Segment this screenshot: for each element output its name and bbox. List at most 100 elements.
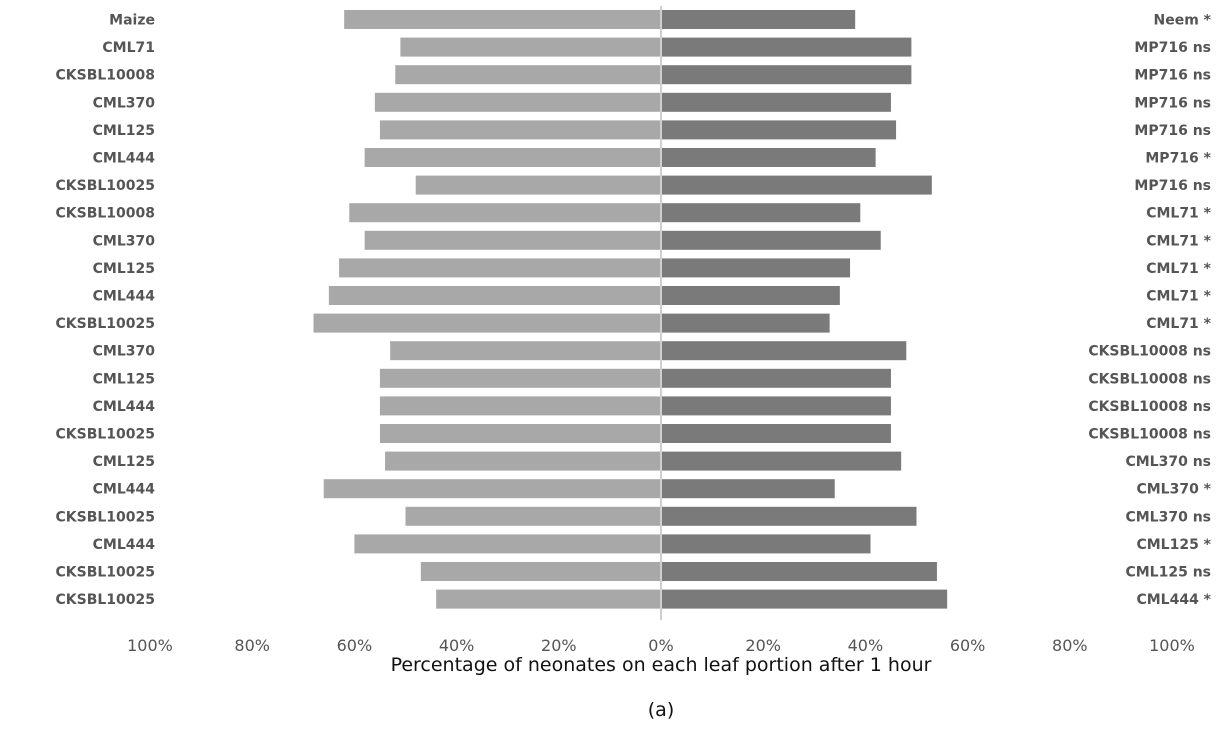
right-category-label: MP716 ns	[1134, 40, 1211, 56]
bar-right	[661, 175, 932, 195]
right-category-label: CML370 ns	[1125, 454, 1211, 470]
bar-left	[379, 368, 661, 388]
bar-right	[661, 203, 861, 223]
right-category-label: CKSBL10008 ns	[1088, 371, 1211, 387]
x-tick-label: 20%	[745, 636, 781, 655]
left-category-label: CKSBL10025	[55, 592, 155, 608]
right-category-label: MP716 *	[1145, 151, 1211, 167]
x-tick-label: 40%	[439, 636, 475, 655]
right-category-label: CML71 *	[1146, 233, 1211, 249]
right-category-label: MP716 ns	[1134, 95, 1211, 111]
left-category-labels: Maize CML71 CKSBL10008 CML370 CML125 CML444 CK…	[55, 13, 155, 609]
right-category-labels: Neem * MP716 ns MP716 ns MP716 ns MP716 ns MP…	[1088, 13, 1211, 609]
bar-left	[339, 258, 661, 278]
bar-left	[374, 92, 661, 112]
bar-left	[379, 120, 661, 140]
bar-left	[323, 479, 661, 499]
bar-left	[379, 396, 661, 416]
bar-right	[661, 368, 891, 388]
left-category-label: CML125	[93, 261, 155, 277]
bar-right	[661, 396, 891, 416]
left-category-label: CML125	[93, 123, 155, 139]
bar-left	[420, 562, 661, 581]
x-tick-label: 60%	[950, 636, 986, 655]
right-category-label: CML71 *	[1146, 316, 1211, 332]
x-tick-label: 20%	[541, 636, 577, 655]
bar-left	[415, 175, 661, 195]
bar-left	[354, 534, 661, 554]
left-category-label: CML370	[93, 95, 156, 111]
left-category-label: CKSBL10025	[55, 316, 155, 332]
left-category-label: CKSBL10025	[55, 427, 155, 443]
bar-left	[364, 148, 661, 167]
bar-left	[385, 451, 661, 471]
right-category-label: CML370 *	[1136, 482, 1211, 498]
x-axis-title: Percentage of neonates on each leaf port…	[391, 654, 932, 676]
x-tick-label: 0%	[648, 636, 673, 655]
left-category-label: CML370	[93, 344, 156, 360]
right-category-label: MP716 ns	[1134, 123, 1211, 139]
right-category-label: CML71 *	[1146, 206, 1211, 222]
bar-left	[436, 589, 661, 609]
left-bars	[313, 10, 661, 609]
x-tick-label: 60%	[337, 636, 373, 655]
right-category-label: CML71 *	[1146, 289, 1211, 305]
bar-right	[661, 92, 891, 112]
left-category-label: CML71	[102, 40, 155, 56]
right-bars	[661, 10, 948, 609]
bar-right	[661, 313, 830, 333]
bar-right	[661, 451, 902, 471]
bar-left	[395, 65, 661, 85]
right-category-label: CKSBL10008 ns	[1088, 344, 1211, 360]
bar-left	[313, 313, 661, 333]
bar-right	[661, 424, 891, 443]
left-category-label: CML444	[93, 151, 156, 167]
bar-left	[349, 203, 661, 223]
x-tick-label: 40%	[848, 636, 884, 655]
bar-right	[661, 506, 917, 526]
left-category-label: CKSBL10025	[55, 509, 155, 525]
x-tick-label: 100%	[127, 636, 173, 655]
bar-left	[328, 286, 661, 305]
bar-left	[364, 230, 661, 250]
bar-right	[661, 230, 881, 250]
left-category-label: CML444	[93, 482, 156, 498]
bar-right	[661, 341, 907, 361]
right-category-label: CML71 *	[1146, 261, 1211, 277]
left-category-label: CML370	[93, 233, 156, 249]
bar-right	[661, 148, 876, 167]
right-category-label: CML444 *	[1136, 592, 1211, 608]
left-category-label: CKSBL10025	[55, 178, 155, 194]
bar-left	[344, 10, 661, 29]
right-category-label: Neem *	[1154, 13, 1212, 29]
x-tick-label: 80%	[234, 636, 270, 655]
right-category-label: CKSBL10008 ns	[1088, 399, 1211, 415]
x-axis-ticks: 100% 80% 60% 40% 20% 0% 20% 40% 60% 80% 100%	[127, 636, 1195, 655]
panel-label: (a)	[648, 699, 674, 721]
right-category-label: MP716 ns	[1134, 178, 1211, 194]
bar-right	[661, 534, 871, 554]
right-category-label: MP716 ns	[1134, 68, 1211, 84]
right-category-label: CML125 *	[1136, 537, 1211, 553]
bar-right	[661, 37, 912, 57]
bar-right	[661, 10, 856, 29]
right-category-label: CKSBL10008 ns	[1088, 427, 1211, 443]
bar-right	[661, 562, 937, 581]
bar-right	[661, 258, 851, 278]
left-category-label: CKSBL10008	[55, 206, 155, 222]
left-category-label: CKSBL10025	[55, 565, 155, 581]
bar-left	[390, 341, 661, 361]
bar-left	[400, 37, 661, 57]
bar-right	[661, 589, 948, 609]
bar-right	[661, 65, 912, 85]
left-category-label: CML444	[93, 289, 156, 305]
bar-right	[661, 286, 840, 305]
bar-right	[661, 120, 897, 140]
left-category-label: CKSBL10008	[55, 68, 155, 84]
left-category-label: CML444	[93, 537, 156, 553]
left-category-label: Maize	[109, 13, 155, 29]
bar-right	[661, 479, 835, 499]
bar-left	[405, 506, 661, 526]
right-category-label: CML370 ns	[1125, 509, 1211, 525]
